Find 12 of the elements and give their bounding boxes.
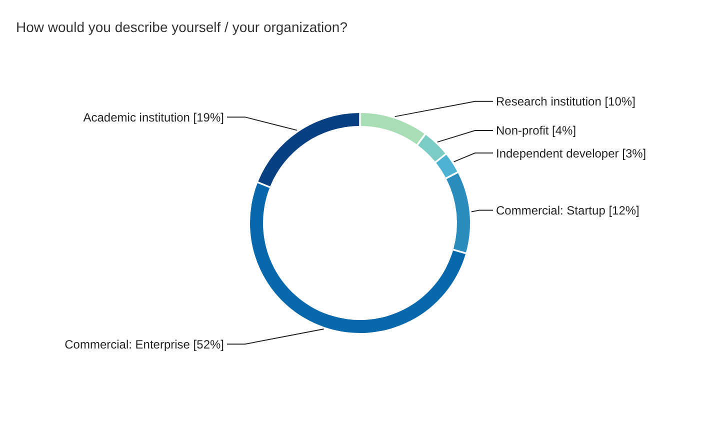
donut-slice [250,183,466,333]
slice-label: Independent developer [3%] [496,146,646,160]
slice-label: Commercial: Startup [12%] [496,203,640,218]
donut-slice [418,134,446,162]
donut-slice [258,113,360,186]
slice-label: Commercial: Enterprise [52%] [64,337,224,352]
slice-label: Research institution [10%] [496,94,636,109]
donut-slice [360,113,424,144]
slice-label: Academic institution [19%] [83,110,224,124]
slice-label: Non-profit [4%] [496,124,576,138]
chart-title: How would you describe yourself / your organization? [16,19,348,35]
donut-slice [436,154,458,178]
